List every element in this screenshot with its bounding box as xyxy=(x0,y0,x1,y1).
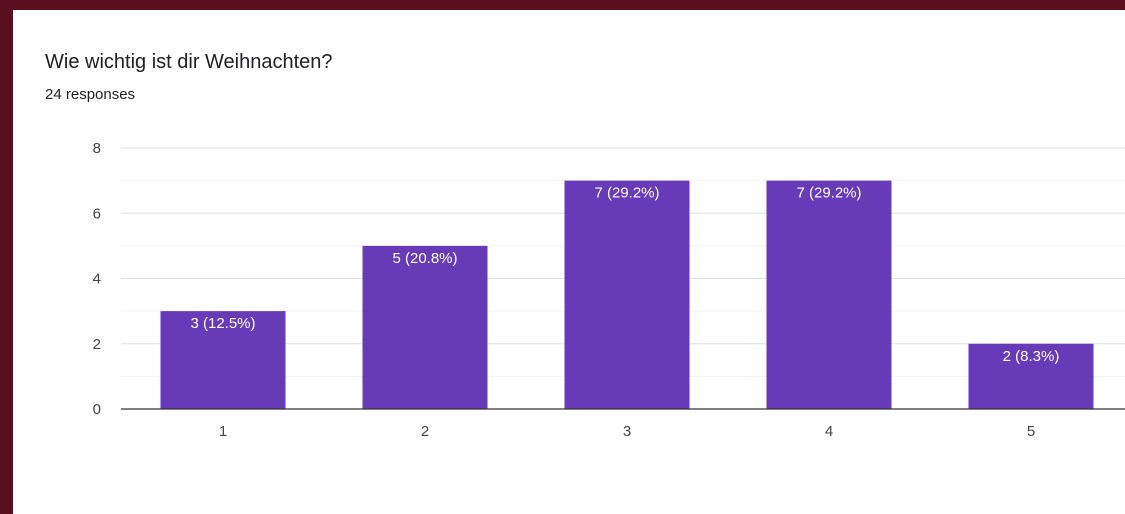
y-tick-label: 8 xyxy=(93,140,101,157)
x-tick-label: 1 xyxy=(219,423,227,440)
data-label: 7 (29.2%) xyxy=(594,185,659,202)
data-label: 7 (29.2%) xyxy=(796,185,861,202)
chart-card: Wie wichtig ist dir Weihnachten? 24 resp… xyxy=(13,10,1125,514)
data-label: 2 (8.3%) xyxy=(1003,348,1060,365)
labels: 0 2 4 6 8 3 (12.5%) 1 5 (20.8%) 2 7 (29.2%) 3 7 (29… xyxy=(93,140,1060,440)
x-tick-label: 3 xyxy=(623,423,631,440)
bar-3 xyxy=(564,180,690,409)
x-tick-label: 5 xyxy=(1027,423,1035,440)
bar-1 xyxy=(160,311,286,409)
x-tick-label: 2 xyxy=(421,423,429,440)
chart-title: Wie wichtig ist dir Weihnachten? xyxy=(45,51,333,73)
bar-chart: 0 2 4 6 8 3 (12.5%) 1 5 (20.8%) 2 7 (29.2%) 3 7 (29… xyxy=(93,140,1125,440)
data-label: 5 (20.8%) xyxy=(392,250,457,267)
y-tick-label: 0 xyxy=(93,401,101,418)
bar-4 xyxy=(766,180,892,409)
bar-5 xyxy=(968,343,1094,409)
y-tick-label: 4 xyxy=(93,271,101,288)
y-tick-label: 6 xyxy=(93,205,101,222)
data-label: 3 (12.5%) xyxy=(190,315,255,332)
bar-2 xyxy=(362,245,488,409)
bars xyxy=(160,180,1094,409)
x-tick-label: 4 xyxy=(825,423,833,440)
y-tick-label: 2 xyxy=(93,336,101,353)
response-count: 24 responses xyxy=(45,86,136,103)
